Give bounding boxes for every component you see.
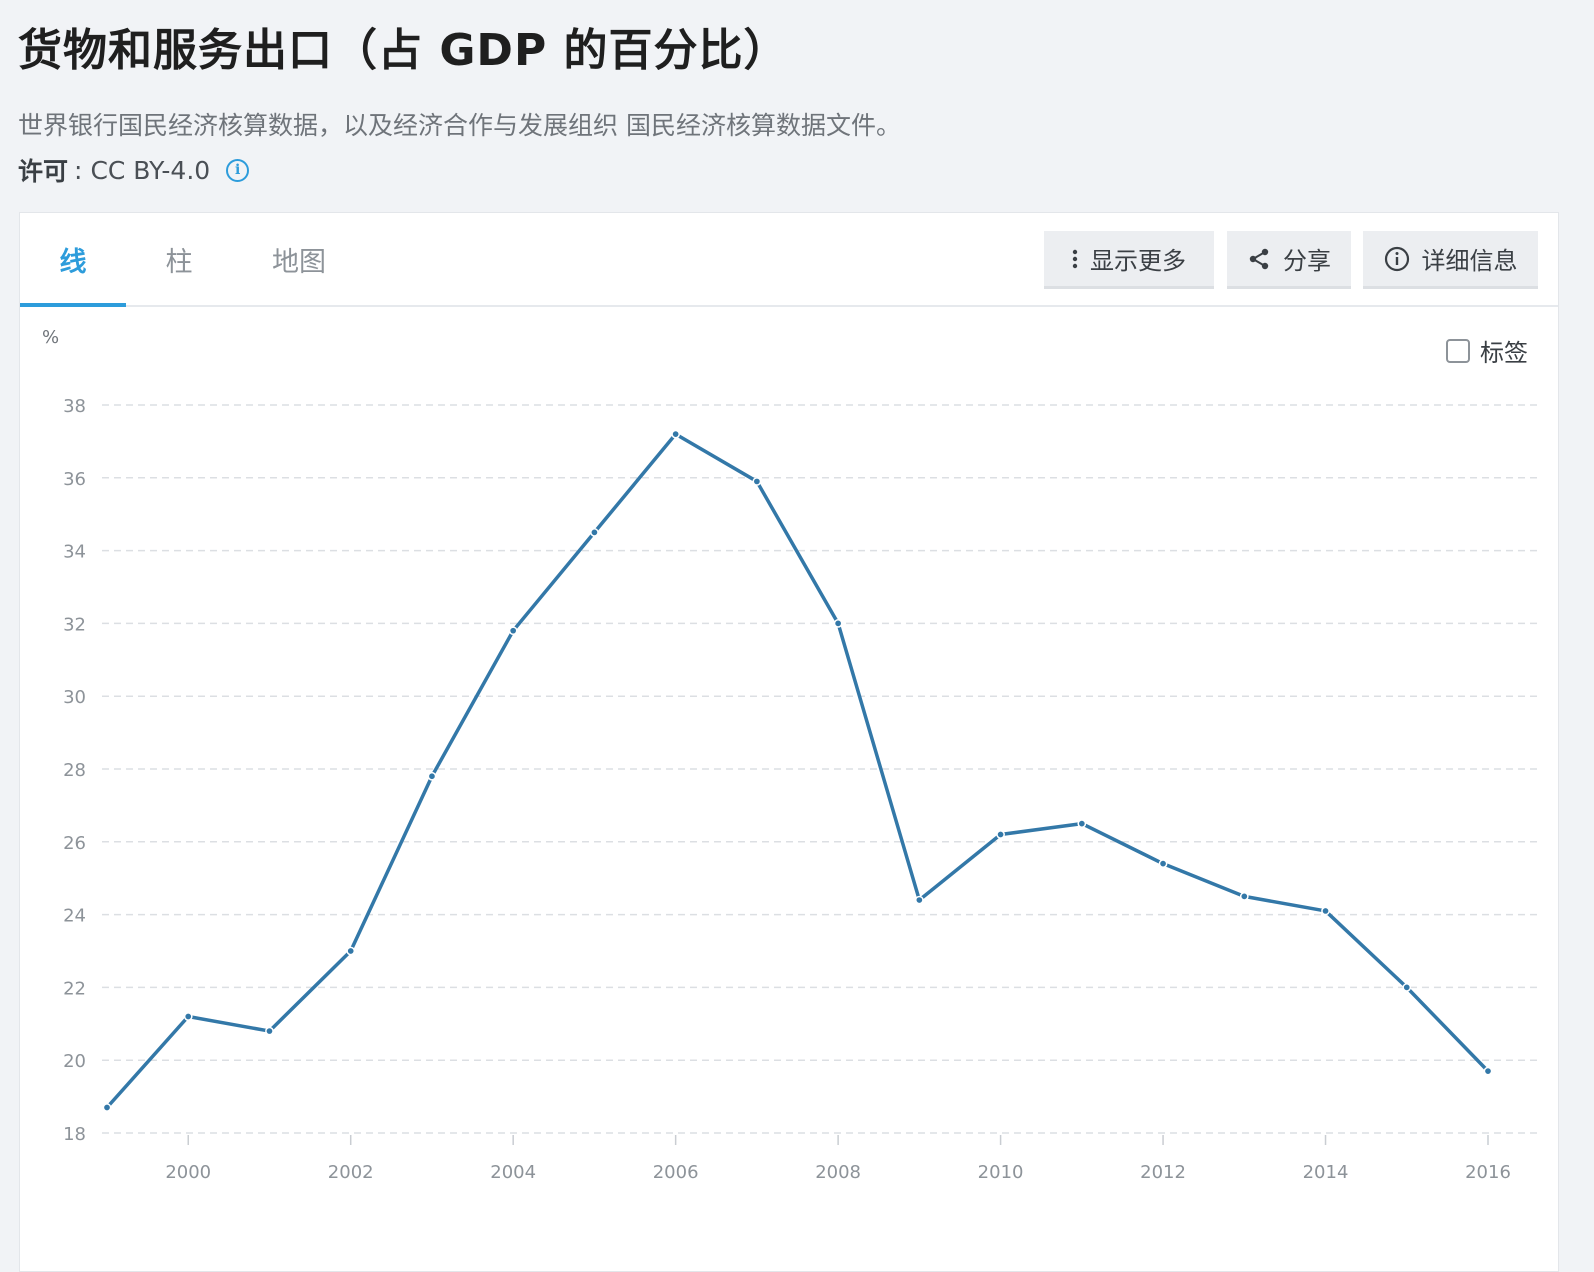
- license-value: CC BY-4.0: [90, 156, 210, 185]
- x-tick-label: 2002: [328, 1162, 374, 1183]
- data-point: [1322, 907, 1329, 914]
- x-tick-label: 2008: [815, 1162, 861, 1183]
- y-tick-label: 22: [63, 978, 86, 999]
- page-title: 货物和服务出口（占 GDP 的百分比）: [18, 14, 789, 78]
- info-icon[interactable]: i: [226, 159, 249, 182]
- license-row: 许可 : CC BY-4.0 i: [18, 152, 249, 188]
- data-point: [347, 947, 354, 954]
- x-tick-label: 2016: [1465, 1162, 1511, 1183]
- data-point: [510, 627, 517, 634]
- data-point: [1078, 820, 1085, 827]
- x-tick-label: 2014: [1303, 1162, 1349, 1183]
- y-tick-label: 30: [63, 687, 86, 708]
- data-point: [1241, 893, 1248, 900]
- license-separator: :: [74, 156, 82, 185]
- y-tick-label: 36: [63, 469, 86, 490]
- line-chart: 18 20 22 24 26 28 30 32 34 36 38 2000 2002 2004 2006 20…: [20, 213, 1560, 1257]
- y-tick-label: 24: [63, 906, 86, 927]
- data-point: [1403, 984, 1410, 991]
- chart-card: 线 柱 地图 显示更多 分享 详细信息 % 标签 18 20 22 2: [19, 212, 1559, 1272]
- series-line: [107, 434, 1488, 1107]
- data-point: [997, 831, 1004, 838]
- y-tick-label: 32: [63, 614, 86, 635]
- y-tick-label: 34: [63, 542, 86, 563]
- data-source: 世界银行国民经济核算数据，以及经济合作与发展组织 国民经济核算数据文件。: [18, 106, 901, 142]
- x-tick-label: 2004: [490, 1162, 536, 1183]
- y-tick-label: 28: [63, 760, 86, 781]
- data-point: [835, 620, 842, 627]
- x-tick-label: 2012: [1140, 1162, 1186, 1183]
- x-tick-label: 2006: [653, 1162, 699, 1183]
- y-tick-label: 18: [63, 1124, 86, 1145]
- data-point: [591, 529, 598, 536]
- data-point: [916, 896, 923, 903]
- x-tick-label: 2010: [978, 1162, 1024, 1183]
- data-point: [672, 431, 679, 438]
- data-point: [1484, 1068, 1491, 1075]
- data-point: [1159, 860, 1166, 867]
- y-tick-label: 20: [63, 1051, 86, 1072]
- data-point: [185, 1013, 192, 1020]
- data-point: [428, 773, 435, 780]
- y-tick-label: 26: [63, 833, 86, 854]
- data-point: [753, 478, 760, 485]
- data-point: [266, 1027, 273, 1034]
- data-point: [103, 1104, 110, 1111]
- y-tick-label: 38: [63, 396, 86, 417]
- x-tick-label: 2000: [165, 1162, 211, 1183]
- license-label: 许可: [18, 152, 68, 188]
